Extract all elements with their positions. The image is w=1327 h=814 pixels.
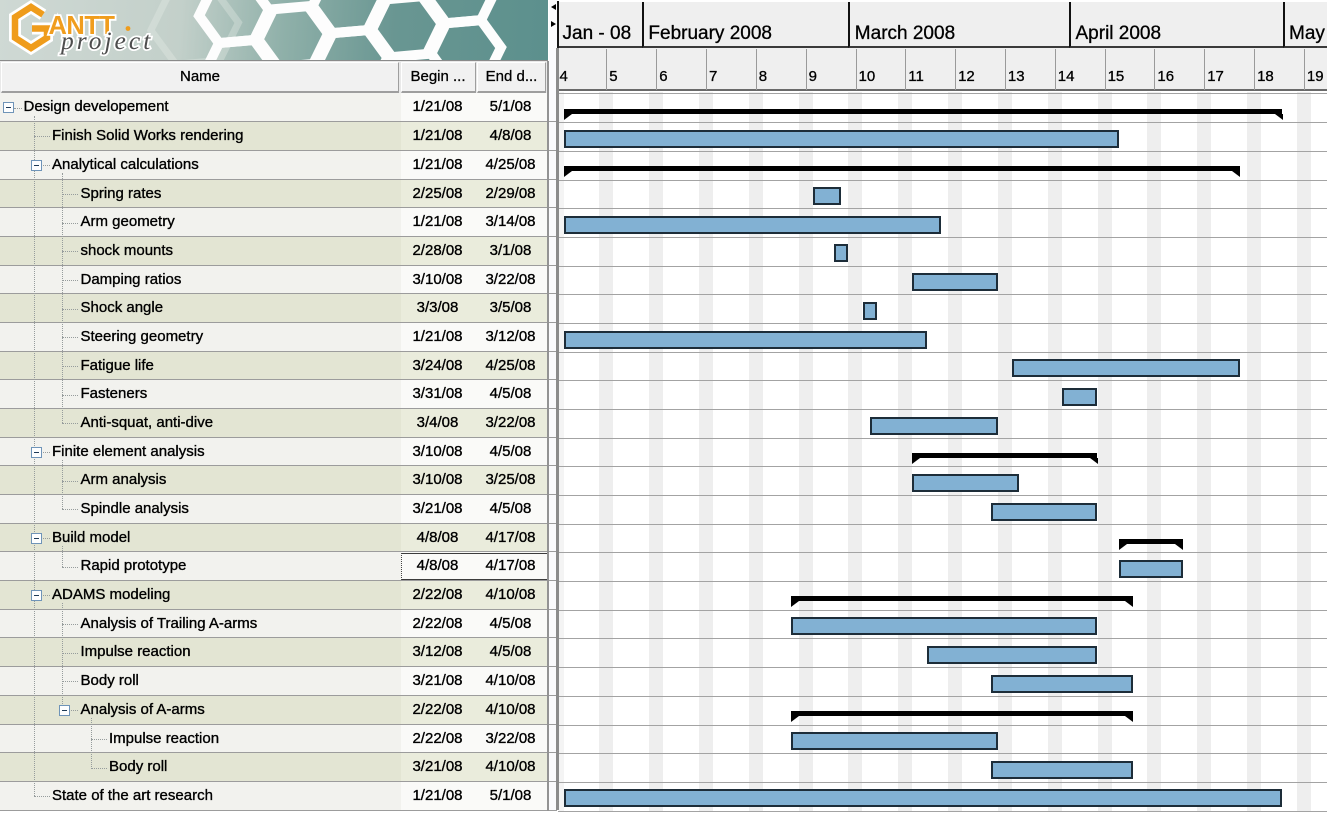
svg-text:ANTT: ANTT	[49, 12, 116, 40]
svg-text:project: project	[59, 26, 153, 55]
